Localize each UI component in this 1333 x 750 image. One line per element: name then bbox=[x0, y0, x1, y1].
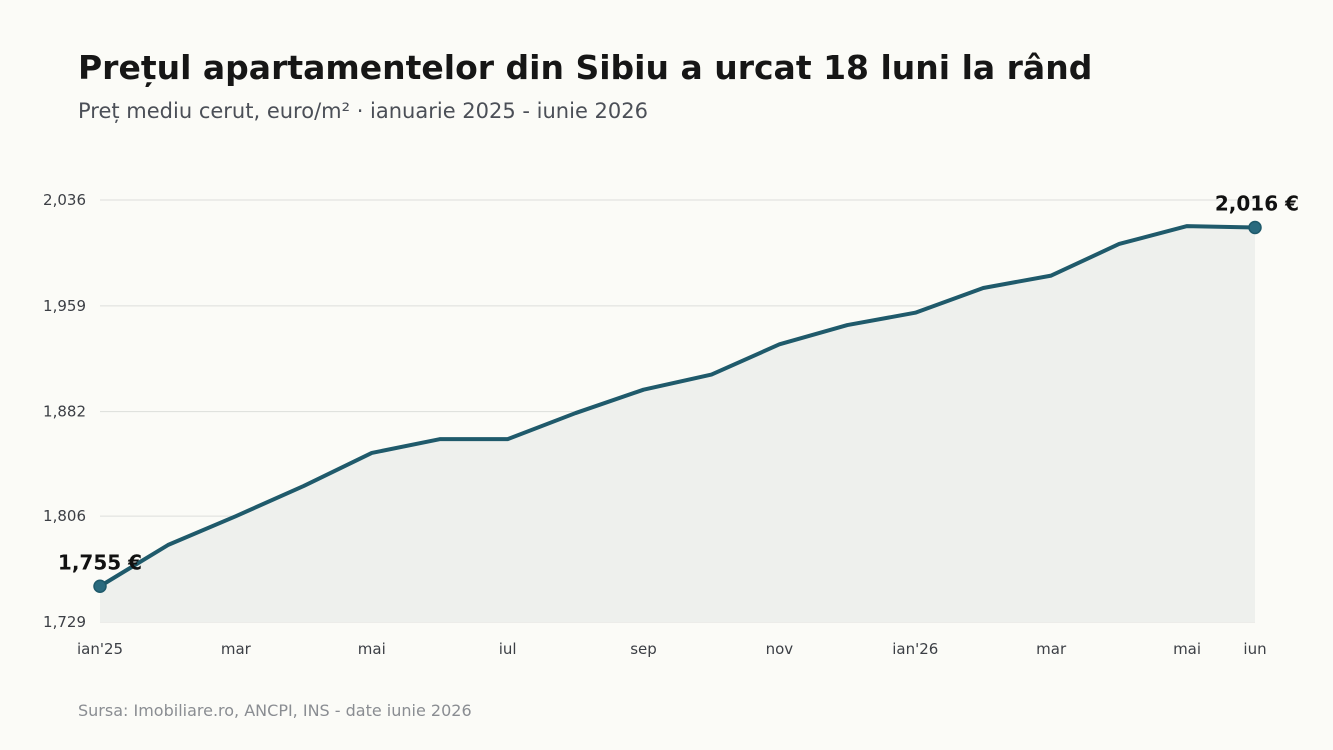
y-tick-label: 1,729 bbox=[43, 613, 86, 631]
area-layer bbox=[100, 226, 1255, 623]
x-tick-label: mai bbox=[1173, 640, 1201, 658]
y-tick-label: 1,959 bbox=[43, 297, 86, 315]
x-tick-label: nov bbox=[766, 640, 794, 658]
endpoint-marker bbox=[93, 579, 107, 594]
data-label: 2,016 € bbox=[1215, 191, 1299, 215]
y-tick-label: 1,882 bbox=[43, 403, 86, 421]
x-tick-label: mar bbox=[1036, 640, 1067, 658]
y-tick-label: 2,036 bbox=[43, 191, 86, 209]
x-tick-label: ian'26 bbox=[892, 640, 938, 658]
x-axis: ian'25 mar mai iul sep nov ian'26 mar mai iun bbox=[77, 640, 1267, 658]
y-axis: 1,729 1,806 1,882 1,959 2,036 bbox=[43, 191, 86, 631]
x-tick-label: iul bbox=[499, 640, 517, 658]
y-tick-label: 1,806 bbox=[43, 507, 86, 525]
endpoint-marker bbox=[1248, 220, 1262, 235]
annotations: 1,755 € 2,016 € bbox=[58, 191, 1299, 574]
chart-subtitle: Preț mediu cerut, euro/m² · ianuarie 202… bbox=[78, 99, 648, 123]
line-layer bbox=[98, 224, 1257, 589]
source-note: Sursa: Imobiliare.ro, ANCPI, INS - date … bbox=[78, 701, 472, 720]
x-tick-label: mar bbox=[221, 640, 252, 658]
chart-title: Prețul apartamentelor din Sibiu a urcat … bbox=[78, 48, 1093, 87]
data-label: 1,755 € bbox=[58, 550, 142, 574]
x-tick-label: mai bbox=[358, 640, 386, 658]
marker-layer bbox=[93, 220, 1262, 594]
x-tick-label: iun bbox=[1243, 640, 1266, 658]
x-tick-label: ian'25 bbox=[77, 640, 123, 658]
area-fill bbox=[100, 226, 1255, 623]
series-line bbox=[98, 224, 1257, 589]
x-tick-label: sep bbox=[630, 640, 657, 658]
